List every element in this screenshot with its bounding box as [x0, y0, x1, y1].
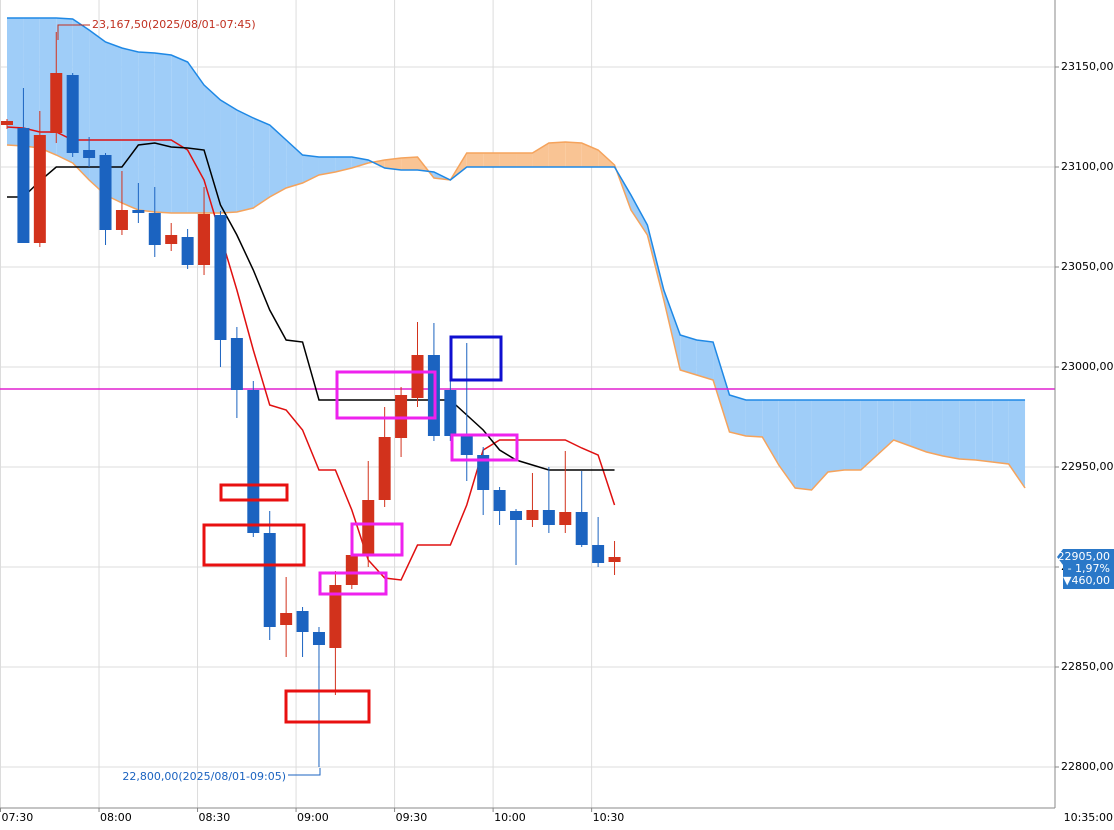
y-tick-label: 23050,00 [1061, 260, 1114, 273]
cloud-fill [204, 85, 220, 213]
cloud-fill [220, 100, 236, 213]
candle-body [494, 490, 506, 511]
cloud-fill [253, 118, 269, 208]
cloud-fill [237, 110, 253, 212]
indicator-line [7, 143, 615, 470]
cloud-fill [927, 400, 943, 456]
candle-body [247, 390, 259, 533]
candle-body [182, 237, 194, 265]
x-tick-label: 10:00 [494, 811, 526, 824]
cloud-fill [565, 142, 581, 167]
cloud-fill [122, 48, 138, 210]
cloud-fill [401, 157, 417, 170]
candle-body [444, 390, 456, 436]
cloud-fill [500, 153, 516, 167]
candle-body [592, 545, 604, 563]
cloud-fill [910, 400, 926, 452]
candle-body [67, 75, 79, 153]
cloud-fill [746, 400, 762, 437]
candle-body [116, 210, 128, 230]
candle-body [559, 512, 571, 525]
cloud-fill [155, 53, 171, 213]
candle-body [526, 510, 538, 520]
y-tick-label: 22800,00 [1061, 760, 1114, 773]
candle-body [362, 500, 374, 555]
x-tick-label: 08:30 [199, 811, 231, 824]
cloud-fill [779, 400, 795, 488]
cloud-fill [138, 52, 154, 212]
candle-body [346, 555, 358, 585]
candle-body [461, 435, 473, 455]
candle-body [132, 210, 144, 213]
y-tick-label: 23150,00 [1061, 60, 1114, 73]
y-tick-label: 23000,00 [1061, 360, 1114, 373]
candle-body [17, 128, 29, 243]
cloud-fill [894, 400, 910, 446]
cloud-fill [812, 400, 828, 490]
x-tick-label: 09:30 [396, 811, 428, 824]
candle-body [231, 338, 243, 390]
cloud-fill [844, 400, 860, 470]
cloud [7, 18, 1025, 490]
cloud-fill [959, 400, 975, 460]
x-tick-label: 09:00 [297, 811, 329, 824]
cloud-fill [188, 62, 204, 213]
cloud-fill [762, 400, 778, 465]
cloud-fill [861, 400, 877, 470]
candle-body [379, 437, 391, 500]
y-tick-label: 23100,00 [1061, 160, 1114, 173]
cloud-fill [270, 125, 286, 197]
cloud-fill [828, 400, 844, 472]
candle-body [100, 155, 112, 230]
candle-body [543, 510, 555, 525]
last-price-change: ▼460,00 [1063, 574, 1110, 587]
candle-body [510, 511, 522, 520]
candle-body [214, 215, 226, 340]
candle-body [50, 73, 62, 133]
candle-body [264, 533, 276, 627]
cloud-fill [943, 400, 959, 459]
cloud-fill [976, 400, 992, 462]
cloud-fill [532, 143, 548, 167]
cloud-fill [483, 153, 499, 167]
candle-body [412, 355, 424, 398]
candle-body [34, 135, 46, 243]
candle-body [313, 632, 325, 645]
y-tick-label: 22950,00 [1061, 460, 1114, 473]
annotation-box [286, 691, 369, 722]
low-label: 22,800,00(2025/08/01-09:05) [122, 770, 286, 783]
cloud-fill [992, 400, 1008, 464]
cloud-fill [467, 153, 483, 167]
cloud-fill [729, 395, 745, 436]
cloud-fill [697, 340, 713, 380]
candle-body [198, 214, 210, 265]
candle-body [609, 557, 621, 562]
candle-body [83, 150, 95, 158]
cloud-fill [795, 400, 811, 490]
high-label: 23,167,50(2025/08/01-07:45) [92, 18, 256, 31]
indicator-line [7, 127, 615, 580]
cloud-fill [680, 335, 696, 375]
candle-body [297, 611, 309, 632]
x-tick-label: 10:30 [593, 811, 625, 824]
candle-body [280, 613, 292, 625]
candle-body [576, 512, 588, 545]
cloud-fill [549, 142, 565, 167]
candle-body [165, 235, 177, 244]
y-tick-label: 22850,00 [1061, 660, 1114, 673]
current-time-label: 10:35:00 [1064, 811, 1113, 824]
cloud-fill [171, 55, 187, 213]
candle-body [1, 121, 13, 125]
low-pointer [288, 768, 320, 775]
x-tick-label: 08:00 [100, 811, 132, 824]
cloud-fill [516, 153, 532, 167]
candle-body [149, 213, 161, 245]
x-tick-label: 07:30 [2, 811, 34, 824]
